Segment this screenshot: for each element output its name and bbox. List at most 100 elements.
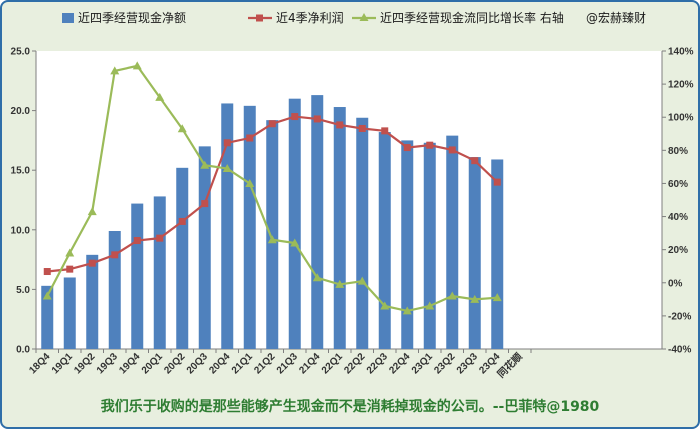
y-right-tick-label: 60%: [668, 179, 688, 190]
growth-point: [267, 235, 277, 244]
y-right-tick-label: -20%: [668, 311, 691, 322]
profit-point: [43, 268, 51, 276]
growth-point: [402, 306, 412, 315]
profit-point: [246, 134, 254, 142]
growth-point: [245, 178, 255, 187]
profit-point: [223, 139, 231, 147]
profit-point: [426, 141, 434, 149]
growth-point: [380, 301, 390, 310]
bar: [131, 203, 144, 349]
profit-point: [313, 115, 321, 123]
bar: [333, 107, 346, 349]
x-tick-label: 22Q3: [365, 351, 390, 376]
y-left-tick-label: 25.0: [11, 47, 31, 58]
watermark-text: @宏赫臻财: [586, 10, 646, 25]
growth-point: [110, 66, 120, 75]
profit-point: [88, 259, 96, 267]
x-tick-label: 19Q4: [117, 351, 142, 376]
profit-point: [111, 251, 119, 259]
legend-swatch-marker: [359, 13, 369, 21]
x-tick-label: 21Q4: [297, 351, 322, 376]
profit-point: [448, 146, 456, 154]
y-right-tick-label: 40%: [668, 212, 688, 223]
y-left-tick-label: 20.0: [11, 106, 31, 117]
bar: [63, 277, 76, 349]
x-tick-label: 19Q1: [50, 351, 75, 376]
growth-point: [492, 293, 502, 302]
growth-point: [200, 160, 210, 169]
y-left-tick-label: 10.0: [11, 225, 31, 236]
growth-point: [290, 238, 300, 247]
growth-point: [470, 294, 480, 303]
x-tick-label: 21Q2: [252, 351, 277, 376]
profit-point: [156, 234, 164, 242]
plot-area: [36, 51, 662, 349]
growth-point: [425, 301, 435, 310]
bar: [108, 230, 121, 349]
bar: [153, 196, 166, 349]
x-tick-label: 20Q3: [185, 351, 210, 376]
x-tick-label: 22Q4: [387, 351, 412, 376]
y-left-tick-label: 5.0: [16, 285, 30, 296]
legend-label: 近四季经营现金流同比增长率 右轴: [380, 10, 564, 25]
legend: 近四季经营现金净额 近4季净利润 近四季经营现金流同比增长率 右轴 @宏赫臻财: [62, 10, 646, 25]
legend-label: 近四季经营现金净额: [78, 10, 186, 25]
x-tick-label: 20Q2: [162, 351, 187, 376]
bar: [243, 105, 256, 349]
x-tick-label: 23Q1: [410, 351, 435, 376]
bar: [378, 132, 391, 349]
growth-point: [87, 207, 97, 216]
bar: [468, 157, 481, 349]
x-extra-label: 同花顺: [494, 350, 524, 380]
legend-swatch-bar: [62, 13, 74, 23]
profit-point: [66, 265, 74, 273]
x-tick-label: 19Q3: [95, 351, 120, 376]
growth-point: [357, 276, 367, 285]
x-tick-label: 18Q4: [27, 351, 52, 376]
profit-point: [403, 144, 411, 152]
bar: [198, 146, 211, 349]
profit-point: [336, 121, 344, 129]
growth-point: [222, 164, 232, 173]
x-tick-label: 22Q2: [342, 351, 367, 376]
bar: [446, 135, 459, 349]
profit-point: [201, 200, 209, 208]
legend-swatch-marker: [256, 14, 263, 22]
growth-point: [177, 124, 187, 133]
y-right-tick-label: 140%: [668, 47, 694, 58]
bar: [266, 120, 279, 349]
growth-point: [132, 61, 142, 70]
bar: [176, 167, 189, 349]
growth-point: [335, 279, 345, 288]
bar: [288, 98, 301, 350]
x-tick-label: 21Q3: [275, 351, 300, 376]
y-right-tick-label: 20%: [668, 245, 688, 256]
y-left-tick-label: 15.0: [11, 166, 31, 177]
growth-point: [155, 92, 165, 101]
bar: [86, 254, 99, 349]
footer-quote: 我们乐于收购的是那些能够产生现金而不是消耗掉现金的公司。--巴菲特@1980: [100, 399, 600, 415]
profit-point: [381, 127, 389, 135]
growth-point: [65, 248, 75, 257]
profit-point: [291, 113, 299, 121]
bar: [491, 159, 504, 349]
bar: [356, 117, 369, 349]
x-tick-label: 20Q1: [140, 351, 165, 376]
bar: [311, 95, 324, 349]
profit-point: [133, 237, 141, 245]
y-right-tick-label: 0%: [668, 278, 683, 289]
growth-point: [42, 291, 52, 300]
x-tick-label: 23Q3: [455, 351, 480, 376]
x-tick-label: 22Q1: [320, 351, 345, 376]
y-right-tick-label: -40%: [668, 345, 691, 356]
profit-point: [358, 124, 366, 132]
y-right-tick-label: 100%: [668, 113, 694, 124]
profit-point: [268, 120, 276, 128]
profit-point: [178, 217, 186, 225]
bar: [41, 285, 54, 349]
growth-point: [447, 291, 457, 300]
y-right-tick-label: 120%: [668, 80, 694, 91]
growth-point: [312, 273, 322, 282]
y-left-tick-label: 0.0: [16, 345, 30, 356]
